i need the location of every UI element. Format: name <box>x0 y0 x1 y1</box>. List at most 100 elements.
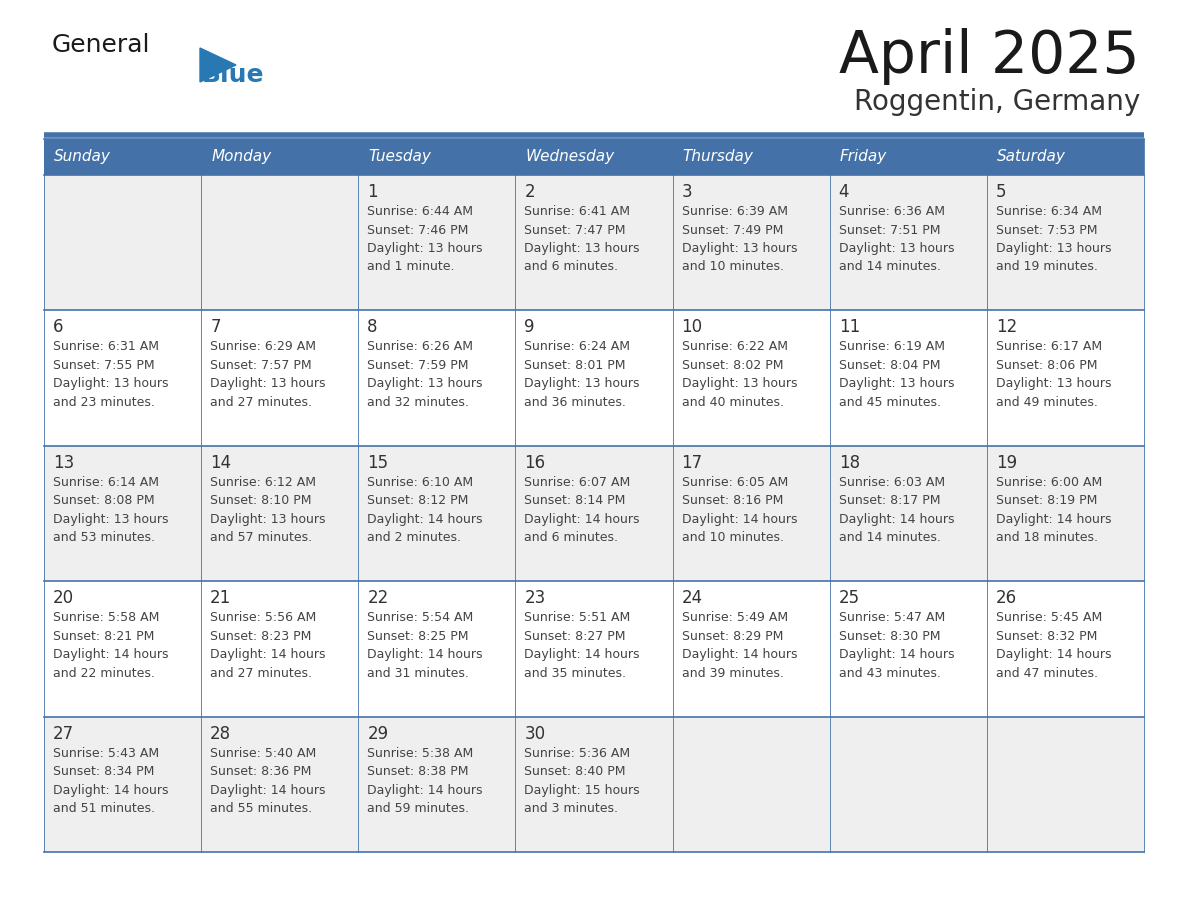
Text: 6: 6 <box>53 319 63 336</box>
Text: Daylight: 13 hours: Daylight: 13 hours <box>682 242 797 255</box>
Text: Daylight: 14 hours: Daylight: 14 hours <box>210 648 326 661</box>
Text: Sunset: 8:25 PM: Sunset: 8:25 PM <box>367 630 469 643</box>
Text: and 27 minutes.: and 27 minutes. <box>210 396 312 409</box>
Text: Daylight: 14 hours: Daylight: 14 hours <box>524 648 640 661</box>
Text: Roggentin, Germany: Roggentin, Germany <box>854 88 1140 116</box>
Text: Daylight: 13 hours: Daylight: 13 hours <box>524 242 640 255</box>
Text: Sunset: 8:10 PM: Sunset: 8:10 PM <box>210 494 311 508</box>
Text: 3: 3 <box>682 183 693 201</box>
Text: and 22 minutes.: and 22 minutes. <box>53 666 154 679</box>
Text: and 31 minutes.: and 31 minutes. <box>367 666 469 679</box>
Text: 7: 7 <box>210 319 221 336</box>
Text: Sunset: 7:53 PM: Sunset: 7:53 PM <box>996 223 1098 237</box>
Text: Sunset: 8:06 PM: Sunset: 8:06 PM <box>996 359 1098 372</box>
Bar <box>829 139 987 175</box>
Bar <box>44 139 201 175</box>
Text: and 40 minutes.: and 40 minutes. <box>682 396 784 409</box>
Bar <box>359 139 516 175</box>
Text: Daylight: 15 hours: Daylight: 15 hours <box>524 784 640 797</box>
Text: Daylight: 14 hours: Daylight: 14 hours <box>996 513 1111 526</box>
Text: and 59 minutes.: and 59 minutes. <box>367 802 469 815</box>
Text: Daylight: 14 hours: Daylight: 14 hours <box>53 784 169 797</box>
Text: 1: 1 <box>367 183 378 201</box>
Text: Daylight: 13 hours: Daylight: 13 hours <box>524 377 640 390</box>
Text: Sunrise: 5:56 AM: Sunrise: 5:56 AM <box>210 611 316 624</box>
Text: and 43 minutes.: and 43 minutes. <box>839 666 941 679</box>
Text: Sunrise: 6:22 AM: Sunrise: 6:22 AM <box>682 341 788 353</box>
Text: 15: 15 <box>367 453 388 472</box>
Text: 8: 8 <box>367 319 378 336</box>
Text: Sunset: 8:17 PM: Sunset: 8:17 PM <box>839 494 940 508</box>
Text: 21: 21 <box>210 589 232 607</box>
Text: Daylight: 14 hours: Daylight: 14 hours <box>367 784 482 797</box>
Text: Sunset: 7:51 PM: Sunset: 7:51 PM <box>839 223 940 237</box>
Text: Daylight: 14 hours: Daylight: 14 hours <box>524 513 640 526</box>
Text: and 55 minutes.: and 55 minutes. <box>210 802 312 815</box>
Text: Sunday: Sunday <box>53 150 110 164</box>
Text: Sunrise: 6:39 AM: Sunrise: 6:39 AM <box>682 205 788 218</box>
Bar <box>44 310 1144 446</box>
Text: 28: 28 <box>210 724 232 743</box>
Text: and 47 minutes.: and 47 minutes. <box>996 666 1098 679</box>
Text: Sunset: 8:16 PM: Sunset: 8:16 PM <box>682 494 783 508</box>
Text: and 10 minutes.: and 10 minutes. <box>682 261 784 274</box>
Bar <box>44 717 1144 852</box>
Text: Saturday: Saturday <box>997 150 1066 164</box>
Text: Sunset: 8:23 PM: Sunset: 8:23 PM <box>210 630 311 643</box>
Text: Daylight: 13 hours: Daylight: 13 hours <box>53 377 169 390</box>
Text: Sunrise: 6:44 AM: Sunrise: 6:44 AM <box>367 205 473 218</box>
Text: Monday: Monday <box>211 150 271 164</box>
Text: 22: 22 <box>367 589 388 607</box>
Text: 11: 11 <box>839 319 860 336</box>
Text: Sunrise: 5:40 AM: Sunrise: 5:40 AM <box>210 746 316 759</box>
Bar <box>44 581 1144 717</box>
Text: and 53 minutes.: and 53 minutes. <box>53 532 154 544</box>
Text: Sunset: 8:34 PM: Sunset: 8:34 PM <box>53 765 154 778</box>
Text: Sunrise: 5:54 AM: Sunrise: 5:54 AM <box>367 611 474 624</box>
Text: 23: 23 <box>524 589 545 607</box>
Text: 2: 2 <box>524 183 535 201</box>
Text: Sunrise: 5:49 AM: Sunrise: 5:49 AM <box>682 611 788 624</box>
Text: Sunset: 7:49 PM: Sunset: 7:49 PM <box>682 223 783 237</box>
Text: Sunrise: 5:43 AM: Sunrise: 5:43 AM <box>53 746 159 759</box>
Text: Daylight: 13 hours: Daylight: 13 hours <box>367 377 482 390</box>
Text: Sunrise: 6:36 AM: Sunrise: 6:36 AM <box>839 205 944 218</box>
Text: Sunrise: 6:10 AM: Sunrise: 6:10 AM <box>367 476 473 488</box>
Text: Sunrise: 6:41 AM: Sunrise: 6:41 AM <box>524 205 631 218</box>
Text: Sunrise: 6:05 AM: Sunrise: 6:05 AM <box>682 476 788 488</box>
Polygon shape <box>200 48 236 82</box>
Text: Daylight: 13 hours: Daylight: 13 hours <box>210 377 326 390</box>
Text: Blue: Blue <box>202 63 265 87</box>
Bar <box>987 139 1144 175</box>
Text: Daylight: 14 hours: Daylight: 14 hours <box>682 648 797 661</box>
Bar <box>44 446 1144 581</box>
Text: and 14 minutes.: and 14 minutes. <box>839 532 941 544</box>
Text: and 27 minutes.: and 27 minutes. <box>210 666 312 679</box>
Text: Sunrise: 6:17 AM: Sunrise: 6:17 AM <box>996 341 1102 353</box>
Text: and 6 minutes.: and 6 minutes. <box>524 261 619 274</box>
Text: Sunset: 8:29 PM: Sunset: 8:29 PM <box>682 630 783 643</box>
Text: and 3 minutes.: and 3 minutes. <box>524 802 619 815</box>
Text: Sunrise: 5:45 AM: Sunrise: 5:45 AM <box>996 611 1102 624</box>
Text: 12: 12 <box>996 319 1017 336</box>
Bar <box>672 139 829 175</box>
Text: Daylight: 13 hours: Daylight: 13 hours <box>839 377 954 390</box>
Text: Sunset: 8:14 PM: Sunset: 8:14 PM <box>524 494 626 508</box>
Text: Sunrise: 6:03 AM: Sunrise: 6:03 AM <box>839 476 944 488</box>
Text: and 39 minutes.: and 39 minutes. <box>682 666 783 679</box>
Text: 17: 17 <box>682 453 702 472</box>
Text: Daylight: 14 hours: Daylight: 14 hours <box>367 648 482 661</box>
Text: Sunset: 8:32 PM: Sunset: 8:32 PM <box>996 630 1098 643</box>
Text: Sunrise: 5:47 AM: Sunrise: 5:47 AM <box>839 611 944 624</box>
Text: and 36 minutes.: and 36 minutes. <box>524 396 626 409</box>
Text: 19: 19 <box>996 453 1017 472</box>
Text: Daylight: 13 hours: Daylight: 13 hours <box>996 377 1111 390</box>
Text: Sunset: 8:12 PM: Sunset: 8:12 PM <box>367 494 468 508</box>
Text: 20: 20 <box>53 589 74 607</box>
Text: Daylight: 14 hours: Daylight: 14 hours <box>210 784 326 797</box>
Text: Sunset: 8:21 PM: Sunset: 8:21 PM <box>53 630 154 643</box>
Text: Sunrise: 6:26 AM: Sunrise: 6:26 AM <box>367 341 473 353</box>
Text: Daylight: 14 hours: Daylight: 14 hours <box>682 513 797 526</box>
Text: and 49 minutes.: and 49 minutes. <box>996 396 1098 409</box>
Text: General: General <box>52 33 151 57</box>
